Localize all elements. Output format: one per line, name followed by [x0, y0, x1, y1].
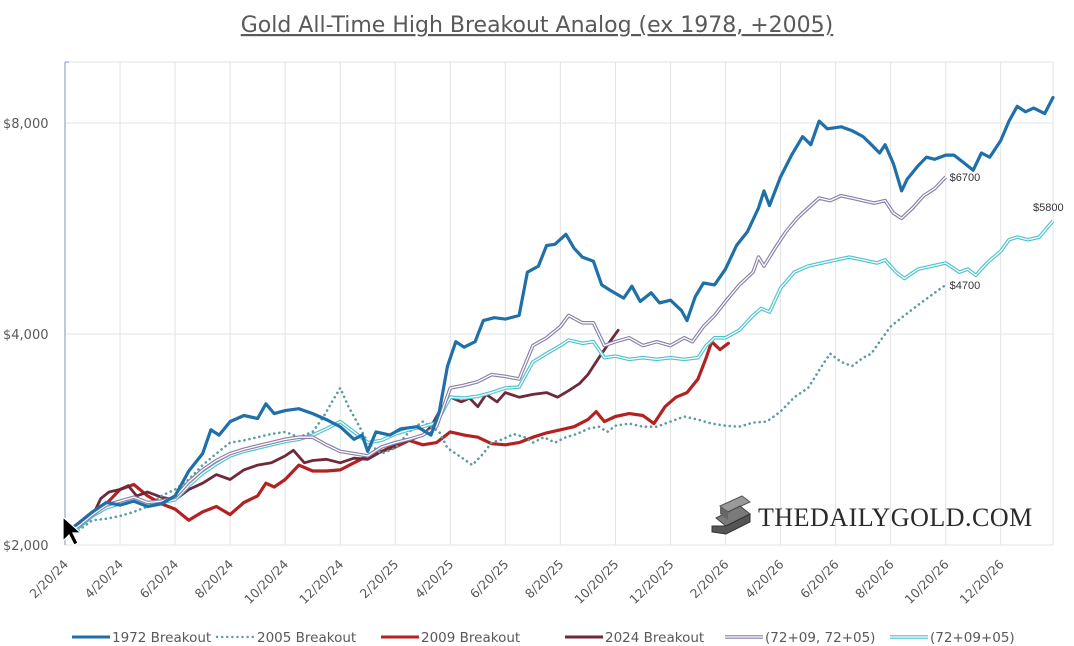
- x-tick-label: 6/20/24: [137, 556, 182, 601]
- x-tick-label: 8/20/25: [522, 557, 567, 602]
- x-tick-label: 4/20/24: [81, 556, 126, 601]
- x-tick-label: 8/20/26: [852, 556, 897, 601]
- series-line: [63, 340, 730, 537]
- gold-bar-icon: [711, 495, 751, 535]
- watermark: THEDAILYGOLD.COM: [711, 495, 1033, 535]
- x-tick-label: 8/20/24: [192, 556, 237, 601]
- series-line-outer: [64, 219, 1055, 538]
- x-tick-label: 10/20/24: [241, 556, 291, 606]
- annotations: $6700 $5800 $4700: [950, 172, 1064, 292]
- legend-item-2005-breakout: 2005 Breakout: [215, 630, 356, 646]
- x-tick-label: 10/20/26: [901, 556, 951, 606]
- x-tick-label: 4/20/25: [412, 557, 457, 602]
- series-line: [63, 283, 947, 539]
- x-tick-label: 10/20/25: [571, 557, 621, 607]
- legend-item-72-09-05: (72+09+05): [890, 630, 1015, 646]
- x-tick-label: 6/20/26: [797, 556, 842, 601]
- series-2009-breakout: [63, 340, 730, 537]
- series-line-inner: [64, 220, 1054, 537]
- x-tick-label: 2/20/25: [357, 557, 402, 602]
- chart-title: Gold All-Time High Breakout Analog (ex 1…: [241, 13, 834, 38]
- legend-item-72-09-72-05: (72+09, 72+05): [725, 630, 875, 646]
- legend: 1972 Breakout 2005 Breakout 2009 Breakout 2…: [72, 630, 1015, 646]
- series-72-09-05: [64, 219, 1055, 538]
- x-tick-label: 4/20/26: [742, 556, 787, 601]
- annotation-label: $4700: [950, 280, 981, 292]
- series-2024-breakout: [63, 328, 620, 535]
- grid: [64, 61, 1054, 546]
- x-tick-label: 2/20/26: [687, 556, 732, 601]
- series-line-inner: [64, 176, 947, 536]
- series-1972-breakout: [63, 95, 1055, 535]
- x-tick-label: 12/20/25: [626, 557, 676, 607]
- y-tick-label: $4,000: [3, 328, 49, 343]
- x-tick-label: 6/20/25: [467, 557, 512, 602]
- y-tick-label: $8,000: [3, 117, 49, 132]
- legend-label: 2005 Breakout: [257, 630, 356, 646]
- x-tick-label: 12/20/26: [957, 556, 1007, 606]
- series-line: [63, 95, 1055, 535]
- legend-label: 2024 Breakout: [605, 630, 704, 646]
- series-2005-breakout: [63, 283, 947, 539]
- legend-label: (72+09, 72+05): [765, 630, 875, 646]
- watermark-text: THEDAILYGOLD.COM: [758, 503, 1033, 532]
- y-tick-label: $2,000: [3, 539, 49, 554]
- x-tick-label: 2/20/24: [26, 556, 71, 601]
- series-72-09-72-05: [64, 175, 948, 537]
- legend-item-1972-breakout: 1972 Breakout: [72, 630, 211, 646]
- annotation-label: $5800: [1033, 202, 1064, 214]
- series-group: [63, 95, 1055, 539]
- legend-item-2009-breakout: 2009 Breakout: [381, 630, 520, 646]
- annotation-label: $6700: [950, 172, 981, 184]
- mouse-cursor-icon: [62, 515, 83, 546]
- legend-label: (72+09+05): [930, 630, 1015, 646]
- legend-item-2024-breakout: 2024 Breakout: [565, 630, 704, 646]
- legend-label: 2009 Breakout: [421, 630, 520, 646]
- x-tick-label: 12/20/24: [296, 556, 346, 606]
- series-line: [63, 328, 620, 535]
- legend-label: 1972 Breakout: [112, 630, 211, 646]
